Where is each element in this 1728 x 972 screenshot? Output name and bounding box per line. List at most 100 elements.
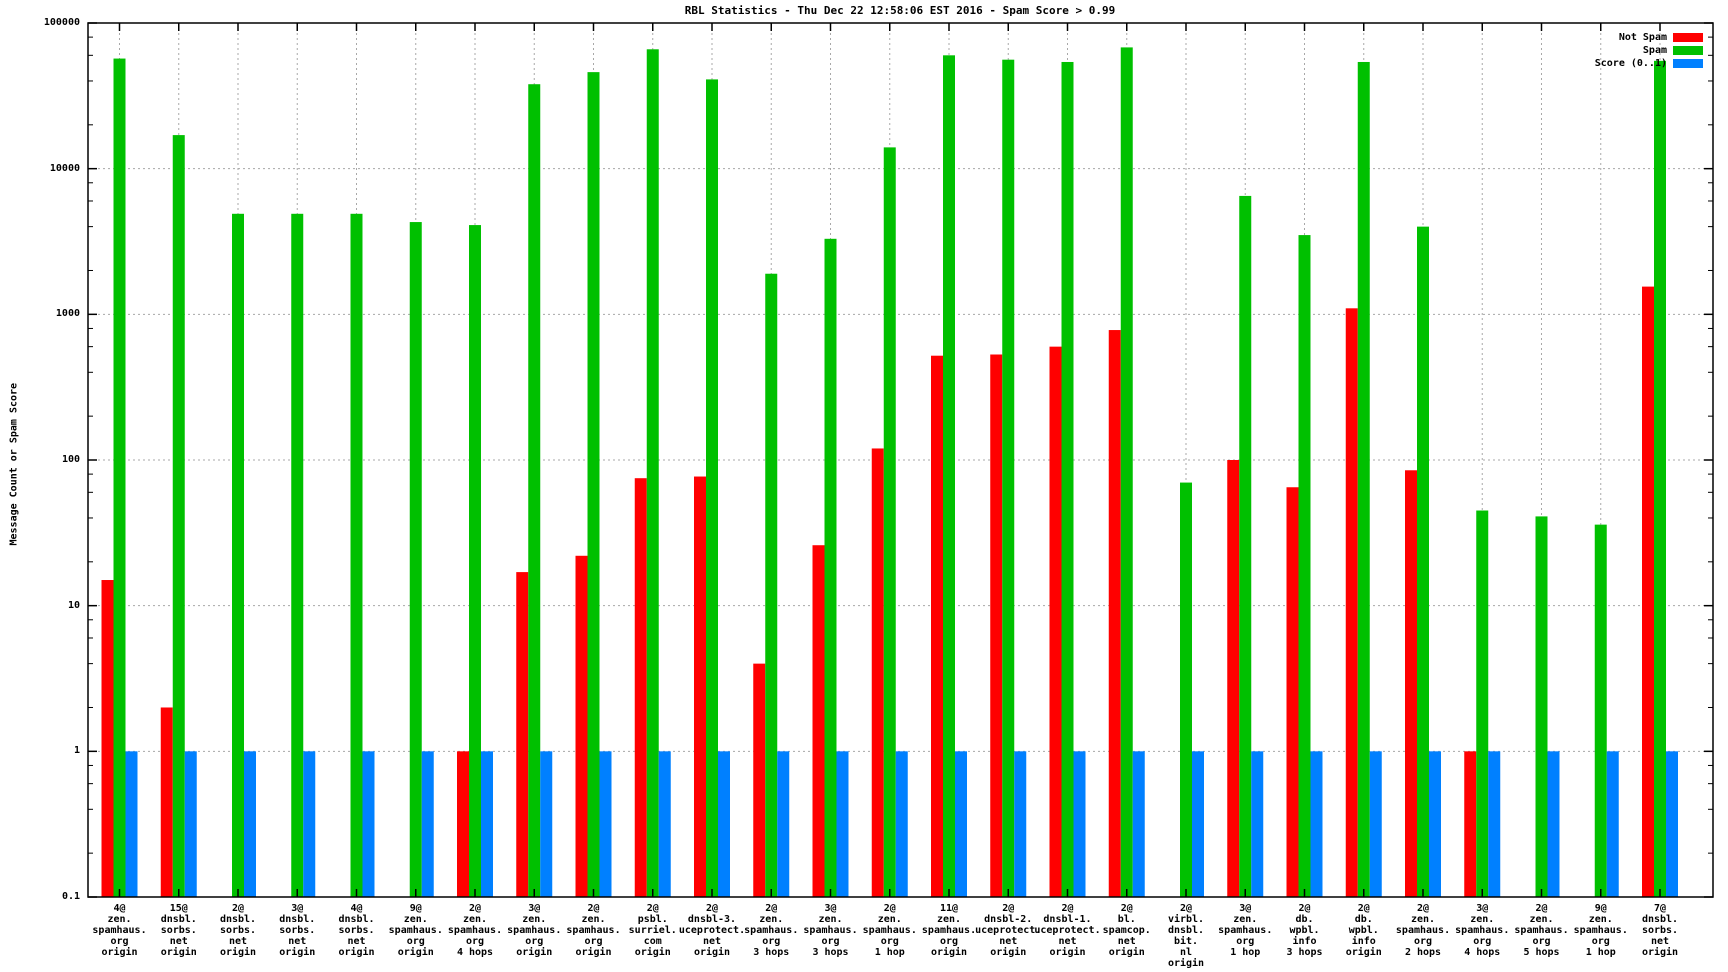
bar-score-17 (1073, 751, 1086, 897)
xtick-label-15: 11@ zen. spamhaus. org origin (909, 903, 989, 958)
xtick-label-line: sorbs. (279, 925, 316, 936)
bar-not-spam-10 (634, 478, 647, 897)
xtick-label-line: psbl. (637, 914, 668, 925)
xtick-label-line: org (525, 936, 544, 947)
xtick-label-line: zen. (936, 914, 962, 925)
bar-not-spam-8 (516, 572, 529, 897)
legend-swatch-score (1673, 59, 1703, 68)
xtick-label-line: org (1473, 936, 1492, 947)
xtick-label-line: dnsbl. (1641, 914, 1679, 925)
xtick-label-line: spamhaus. (1514, 925, 1569, 936)
xtick-label-line: 2@ (765, 903, 778, 914)
xtick-label-line: dnsbl. (1167, 925, 1205, 936)
xtick-label-line: zen. (759, 914, 784, 925)
xtick-label-line: origin (693, 947, 731, 958)
legend-swatch-spam (1673, 46, 1703, 55)
xtick-label-line: 2@ (1298, 903, 1311, 914)
xtick-label-line: org (465, 936, 485, 947)
xtick-label-20: 3@ zen. spamhaus. org 1 hop (1205, 903, 1285, 958)
ytick-label-10000: 10000 (49, 162, 80, 174)
bar-spam-19 (1180, 482, 1192, 897)
xtick-label-line: 3@ (1476, 903, 1489, 914)
xtick-label-line: bit. (1173, 936, 1199, 947)
xtick-label-line: spamhaus. (744, 925, 799, 936)
bar-spam-22 (1357, 61, 1370, 897)
xtick-label-line: origin (1345, 947, 1382, 958)
bar-score-7 (481, 751, 493, 897)
xtick-label-line: 2@ (1179, 903, 1193, 914)
ytick-label-1000: 1000 (55, 308, 80, 320)
xtick-label-line: 3@ (291, 903, 304, 914)
bar-not-spam-1 (101, 580, 114, 897)
xtick-label-8: 3@ zen. spamhaus. org origin (494, 903, 574, 958)
xtick-label-line: origin (1108, 947, 1145, 958)
xtick-label-line: 2@ (1120, 903, 1133, 914)
xtick-label-line: org (939, 936, 959, 947)
xtick-label-line: 2@ (1357, 903, 1370, 914)
legend-row-not-spam: Not Spam (1595, 31, 1703, 44)
xtick-label-line: origin (338, 947, 375, 958)
bar-score-22 (1369, 751, 1382, 897)
xtick-label-line: 11@ (939, 903, 959, 914)
xtick-label-line: origin (219, 947, 257, 958)
bar-spam-7 (469, 225, 481, 897)
xtick-label-1: 4@ zen. spamhaus. org origin (80, 903, 160, 958)
xtick-label-line: net (228, 936, 248, 947)
xtick-label-line: zen. (877, 914, 902, 925)
bar-score-21 (1310, 751, 1323, 897)
bar-not-spam-20 (1227, 460, 1240, 897)
xtick-label-line: 15@ (169, 903, 188, 914)
xtick-label-line: uceprotect. (678, 925, 746, 936)
xtick-label-line: 7@ (1653, 903, 1667, 914)
bar-spam-3 (232, 213, 244, 897)
xtick-label-19: 2@ virbl. dnsbl. bit. nl origin (1146, 903, 1226, 969)
xtick-label-line: net (288, 936, 307, 947)
xtick-label-line: wpbl. (1289, 925, 1320, 936)
legend-swatch-not-spam (1673, 33, 1703, 42)
legend-label-score: Score (0..1) (1594, 58, 1667, 69)
xtick-label-line: 1 hop (1585, 947, 1616, 958)
bar-score-14 (895, 751, 908, 897)
bar-score-23 (1429, 751, 1441, 897)
xtick-label-line: 2@ (468, 903, 482, 914)
bar-score-11 (718, 751, 730, 897)
xtick-label-9: 2@ zen. spamhaus. org origin (554, 903, 634, 958)
bar-not-spam-15 (931, 355, 943, 898)
xtick-label-line: bl. (1117, 914, 1136, 925)
xtick-label-line: org (584, 936, 603, 947)
xtick-label-line: uceprotect. (975, 925, 1042, 936)
xtick-label-16: 2@ dnsbl-2. uceprotect. net origin (968, 903, 1048, 958)
xtick-label-10: 2@ psbl. surriel. com origin (613, 903, 693, 958)
xtick-label-4: 3@ dnsbl. sorbs. net origin (257, 903, 337, 958)
xtick-label-line: 2@ (1535, 903, 1548, 914)
bar-score-13 (836, 751, 849, 897)
xtick-label-line: zen. (1470, 914, 1495, 925)
xtick-label-line: 2@ (883, 903, 896, 914)
bar-score-10 (658, 751, 671, 897)
xtick-label-line: org (880, 936, 899, 947)
legend-label-not-spam: Not Spam (1618, 32, 1667, 43)
xtick-label-line: net (999, 936, 1018, 947)
xtick-label-27: 7@ dnsbl. sorbs. net origin (1620, 903, 1700, 958)
xtick-label-26: 9@ zen. spamhaus. org 1 hop (1561, 903, 1641, 958)
xtick-label-line: dnsbl. (160, 914, 197, 925)
xtick-label-line: 2@ (587, 903, 600, 914)
bar-spam-17 (1061, 61, 1074, 897)
xtick-label-line: db. (1354, 914, 1373, 925)
xtick-label-line: info (1292, 936, 1317, 947)
legend: Not Spam Spam Score (0..1) (1595, 31, 1703, 70)
xtick-label-line: zen. (403, 914, 428, 925)
bar-spam-27 (1654, 60, 1666, 898)
bar-spam-9 (587, 72, 600, 897)
bar-not-spam-12 (753, 663, 766, 897)
xtick-label-line: zen. (522, 914, 547, 925)
xtick-label-line: origin (1167, 958, 1205, 969)
bar-not-spam-13 (812, 545, 825, 897)
xtick-label-line: dnsbl. (338, 914, 375, 925)
xtick-label-line: origin (516, 947, 553, 958)
xtick-label-line: 2@ (231, 903, 245, 914)
xtick-label-line: origin (160, 947, 197, 958)
xtick-label-line: 3@ (528, 903, 541, 914)
xtick-label-12: 2@ zen. spamhaus. org 3 hops (731, 903, 811, 958)
